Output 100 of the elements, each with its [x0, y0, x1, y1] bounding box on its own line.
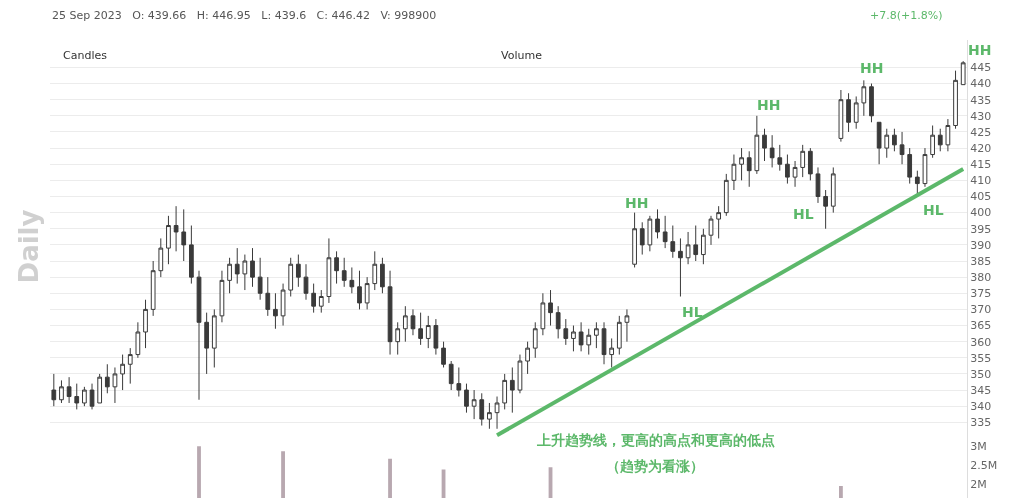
y-tick-label: 335 — [970, 416, 992, 430]
y-tick-label: 440 — [970, 77, 992, 91]
candlestick — [318, 289, 324, 314]
candlestick — [754, 115, 760, 175]
candlestick — [181, 208, 187, 262]
candlestick — [548, 289, 553, 327]
candlestick — [380, 257, 385, 294]
candlestick — [288, 257, 294, 297]
candlestick — [143, 299, 148, 349]
candlestick — [471, 389, 477, 420]
annotation: Volume — [501, 49, 543, 62]
y-tick-label: 345 — [970, 383, 992, 397]
candlestick — [838, 89, 844, 143]
candlestick — [150, 260, 156, 317]
candlestick — [708, 215, 714, 246]
candlestick — [792, 160, 798, 188]
candlestick — [578, 321, 584, 352]
candlestick — [74, 383, 80, 410]
y-tick-label: 3M — [970, 439, 987, 453]
candlestick — [127, 347, 133, 385]
y-tick-label: 410 — [970, 174, 992, 188]
candlestick — [601, 321, 607, 365]
candlestick — [173, 205, 179, 252]
candlestick — [930, 125, 935, 159]
annotation: 上升趋势线，更高的高点和更高的低点 — [536, 432, 775, 448]
candlestick — [189, 225, 194, 285]
y-tick-label: 360 — [970, 335, 992, 349]
candlestick — [341, 257, 347, 288]
candlestick — [869, 83, 874, 123]
candlestick — [937, 128, 943, 152]
annotation: HH — [625, 195, 649, 211]
candlestick — [540, 292, 546, 336]
candlestick — [112, 366, 118, 404]
candlestick — [502, 373, 508, 410]
candlestick — [739, 147, 744, 181]
y-tick-label: 415 — [970, 158, 992, 172]
candlestick — [89, 383, 95, 410]
candlestick — [418, 312, 423, 346]
candlestick — [402, 305, 408, 343]
candlestick — [295, 254, 301, 288]
candlestick — [815, 166, 821, 204]
candlestick — [257, 257, 263, 301]
candlestick — [395, 321, 401, 356]
y-tick-label: 365 — [970, 319, 992, 333]
candlestick — [532, 321, 538, 359]
candlestick — [785, 154, 790, 185]
y-tick-label: 2M — [970, 478, 987, 492]
y-tick-label: 390 — [970, 238, 992, 252]
annotation: HH — [860, 60, 884, 76]
annotation: （趋势为看涨） — [606, 458, 704, 474]
candlestick — [746, 150, 752, 188]
candlestick — [387, 270, 393, 356]
y-tick-label: 435 — [970, 93, 992, 107]
text: +7.8(+1.8%) — [870, 9, 943, 22]
candlestick — [586, 328, 592, 356]
candlestick — [273, 292, 278, 330]
candlestick — [242, 254, 248, 291]
annotation: HL — [923, 202, 944, 218]
candlestick — [158, 237, 164, 278]
candlestick — [219, 270, 225, 323]
annotation: Candles — [63, 49, 108, 62]
candlestick — [120, 354, 125, 391]
y-tick-label: 355 — [970, 351, 992, 365]
candlestick — [135, 321, 141, 359]
candlestick — [777, 144, 783, 172]
candlestick — [66, 376, 72, 404]
candlestick — [82, 386, 87, 407]
candlestick — [609, 337, 615, 368]
annotation: HH — [757, 97, 781, 113]
candlestick — [517, 354, 523, 394]
candlestick — [326, 237, 332, 304]
candlestick — [632, 212, 637, 268]
annotation: HL — [793, 206, 814, 222]
candlestick — [196, 270, 202, 401]
y-tick-label: 2.5M — [970, 459, 998, 473]
candlestick — [960, 60, 966, 86]
candlestick — [876, 121, 882, 165]
candlestick — [456, 366, 462, 398]
annotation: HL — [682, 304, 703, 320]
candlestick — [234, 247, 240, 285]
candlestick — [311, 283, 317, 314]
candlestick — [487, 402, 492, 430]
candlestick — [639, 221, 645, 256]
candlestick — [349, 266, 355, 294]
candlestick — [97, 373, 103, 404]
y-tick-label: 405 — [970, 190, 992, 204]
candlestick — [678, 237, 683, 297]
candlestick — [464, 383, 469, 414]
candlestick — [945, 118, 951, 152]
candlestick — [846, 92, 851, 133]
text: HH — [968, 42, 992, 58]
candlestick — [357, 270, 362, 310]
candlestick — [479, 392, 485, 427]
candlestick — [303, 263, 309, 301]
candlestick — [410, 308, 416, 336]
y-tick-label: 350 — [970, 367, 992, 381]
y-tick-label: 395 — [970, 222, 992, 236]
candlestick — [899, 131, 905, 165]
y-tick-label: 370 — [970, 303, 992, 317]
candlestick — [433, 318, 439, 356]
